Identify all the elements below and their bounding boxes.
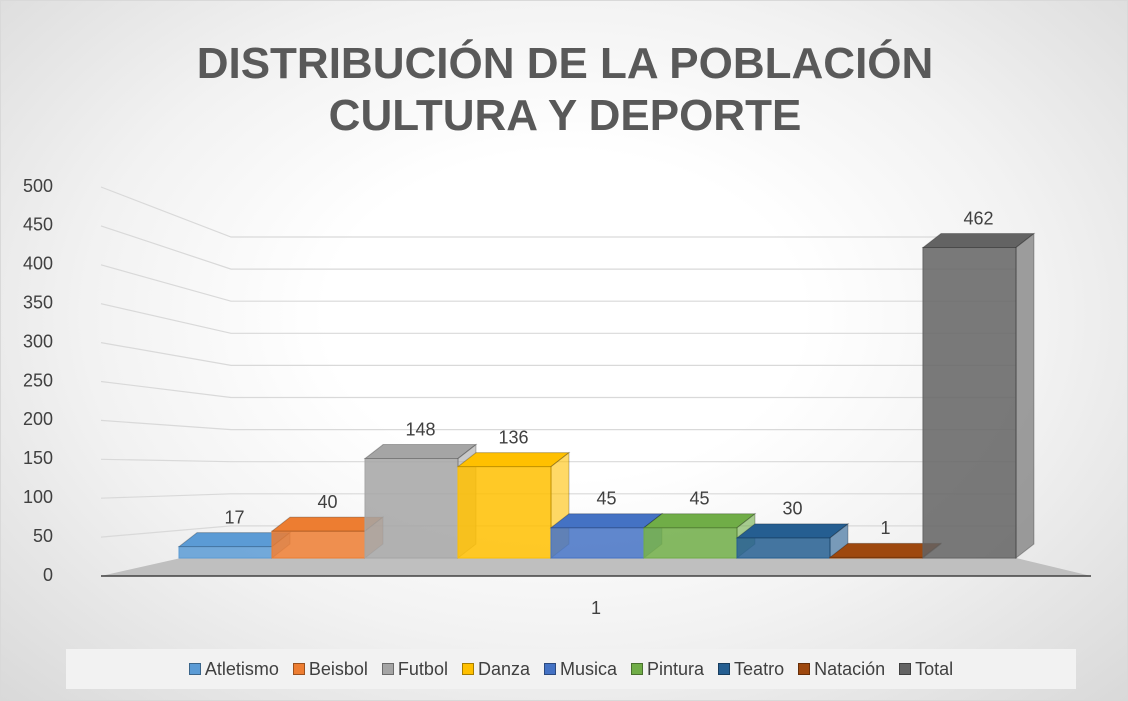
legend-item: Musica (543, 658, 617, 680)
legend-label: Futbol (397, 658, 448, 679)
legend-swatch (631, 663, 643, 675)
data-label: 1 (880, 518, 890, 538)
bar-front (643, 527, 738, 559)
data-label: 45 (689, 489, 709, 509)
data-label: 148 (405, 419, 435, 439)
data-label: 462 (963, 208, 993, 228)
bar-side (1015, 232, 1035, 560)
legend-label: Atletismo (204, 658, 279, 679)
bar-front (736, 537, 831, 559)
legend-swatch (292, 663, 305, 675)
grid-line (100, 380, 1016, 399)
legend-item: Atletismo (188, 658, 279, 680)
legend-label: Total (915, 658, 954, 679)
data-label: 40 (317, 492, 337, 512)
legend-item: Teatro (718, 659, 784, 680)
grid-line (100, 303, 1016, 334)
y-tick-label: 100 (23, 487, 53, 507)
legend: Atletismo Beisbol Futbol Danza Musica Pintura… (66, 649, 1076, 689)
legend-label: Beisbol (308, 658, 368, 679)
legend-swatch (798, 663, 811, 675)
bar-top (456, 452, 571, 468)
grid-line (100, 225, 1016, 270)
y-tick-label: 50 (33, 526, 53, 546)
legend-label: Musica (559, 658, 617, 679)
y-tick-label: 500 (23, 176, 53, 196)
legend-swatch (543, 663, 556, 675)
bar-front (271, 530, 366, 559)
floor (101, 558, 1091, 576)
y-tick-label: 450 (23, 215, 53, 235)
grid-line (100, 419, 1016, 431)
bar-top (642, 513, 757, 529)
bar-front (550, 527, 645, 559)
y-tick-label: 400 (23, 254, 53, 274)
legend-swatch (188, 663, 201, 675)
legend-item: Futbol (381, 658, 448, 680)
grid-line (100, 458, 1016, 463)
data-label: 136 (498, 427, 528, 447)
data-label: 45 (596, 489, 616, 509)
legend-label: Pintura (647, 658, 705, 679)
legend-item: Total (899, 659, 953, 680)
y-tick-label: 200 (23, 409, 53, 429)
y-tick-label: 150 (23, 448, 53, 468)
grid-line (100, 342, 1016, 366)
grid-line (100, 493, 1016, 499)
bar-top (363, 444, 478, 460)
legend-swatch (899, 663, 912, 675)
bar-front (364, 458, 459, 559)
y-tick-label: 350 (23, 292, 53, 312)
grid-line (100, 264, 1016, 302)
bar-top (921, 233, 1036, 249)
bar-front (457, 466, 552, 559)
bar-front (178, 546, 273, 559)
bar-top (735, 523, 850, 539)
legend-label: Danza (477, 658, 530, 679)
data-label: 30 (782, 499, 802, 519)
data-label: 17 (224, 507, 244, 527)
legend-item: Pintura (631, 659, 704, 680)
legend-item: Natación (798, 659, 885, 680)
legend-swatch (381, 663, 394, 675)
grid-line (100, 186, 1016, 238)
x-tick-label: 1 (591, 598, 601, 618)
y-tick-label: 300 (23, 331, 53, 351)
legend-swatch (718, 663, 731, 675)
bar-front (922, 247, 1017, 559)
y-tick-label: 0 (43, 565, 53, 585)
bar-top (549, 513, 664, 529)
legend-swatch (461, 663, 474, 675)
legend-item: Danza (461, 658, 530, 680)
legend-label: Teatro (734, 658, 785, 679)
legend-item: Beisbol (292, 658, 368, 680)
legend-label: Natación (814, 658, 886, 679)
y-tick-label: 250 (23, 370, 53, 390)
chart-title: DISTRIBUCIÓN DE LA POBLACIÓN CULTURA Y D… (196, 39, 934, 140)
